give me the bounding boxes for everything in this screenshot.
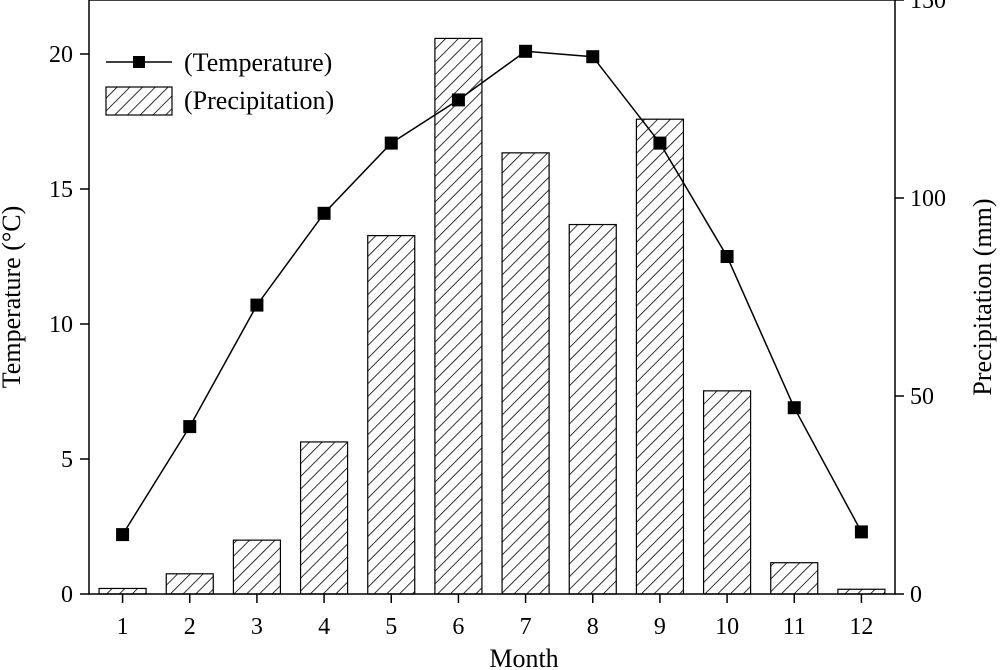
y-right-tick-label-50: 50: [910, 384, 934, 410]
precipitation-bar-6: [434, 37, 483, 595]
x-tick-label-7: 7: [520, 614, 532, 640]
legend-label-temperature: (Temperature): [184, 48, 332, 77]
y-left-tick-label-10: 10: [49, 312, 73, 338]
temperature-series-line: [121, 50, 863, 535]
temperature-point-1: [116, 528, 130, 542]
x-tick-label-12: 12: [849, 614, 873, 640]
legend-square-marker: [133, 56, 145, 68]
x-tick-label-11: 11: [783, 614, 806, 640]
y-axis-right-title: Precipitation (mm): [968, 198, 997, 395]
y-left-tick-label-5: 5: [61, 447, 73, 473]
precipitation-bar-11: [770, 562, 819, 595]
y-axis-left-title: Temperature (°C): [0, 206, 26, 389]
y-left-tick-label-15: 15: [49, 177, 73, 203]
x-tick-label-5: 5: [385, 614, 397, 640]
x-tick-label-4: 4: [318, 614, 330, 640]
x-tick-label-1: 1: [117, 614, 129, 640]
temperature-point-4: [317, 206, 331, 220]
temperature-line: [116, 44, 868, 542]
temperature-point-2: [183, 420, 197, 434]
precipitation-bar-1: [98, 587, 147, 595]
temperature-point-9: [653, 136, 667, 150]
temperature-point-11: [787, 401, 801, 415]
legend: (Temperature) (Precipitation): [105, 48, 334, 116]
x-tick-label-6: 6: [452, 614, 464, 640]
legend-entry-temperature: (Temperature): [106, 48, 332, 77]
x-tick-label-2: 2: [184, 614, 196, 640]
temperature-point-10: [720, 250, 734, 263]
temperature-point-6: [451, 93, 465, 107]
precipitation-bars: [98, 37, 886, 595]
x-axis-title: Month: [489, 644, 558, 670]
temperature-point-3: [250, 298, 264, 312]
precipitation-bar-8: [568, 223, 617, 595]
x-tick-label-9: 9: [654, 614, 666, 640]
temperature-point-12: [854, 525, 868, 539]
plot-frame: [88, 0, 896, 595]
temperature-point-8: [586, 50, 600, 64]
precipitation-bar-2: [165, 573, 214, 595]
x-tick-label-8: 8: [587, 614, 599, 640]
x-tick-label-3: 3: [251, 614, 263, 640]
temperature-point-5: [384, 136, 398, 150]
legend-entry-precipitation: (Precipitation): [105, 86, 334, 116]
y-right-tick-label-100: 100: [910, 186, 946, 212]
y-right-tick-label-150: 150: [910, 0, 946, 14]
precipitation-bar-4: [299, 441, 349, 595]
y-left-tick-label-0: 0: [61, 582, 73, 608]
y-left-tick-label-20: 20: [49, 42, 73, 68]
legend-hatch-swatch: [105, 86, 173, 116]
precipitation-bar-10: [702, 390, 752, 595]
x-tick-label-10: 10: [715, 614, 739, 640]
precipitation-bar-7: [501, 152, 550, 595]
y-right-tick-label-0: 0: [910, 582, 922, 608]
legend-label-precipitation: (Precipitation): [184, 86, 334, 115]
precipitation-bar-5: [367, 235, 416, 595]
precipitation-bar-9: [635, 118, 685, 595]
precipitation-bar-3: [232, 539, 282, 595]
temperature-point-7: [519, 44, 533, 58]
